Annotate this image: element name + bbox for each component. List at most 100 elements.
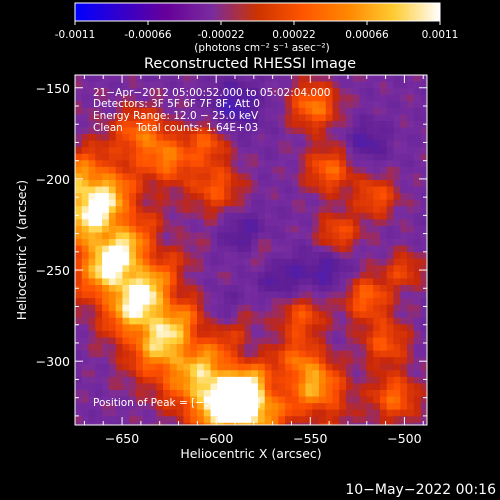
heatmap-cell <box>285 120 293 129</box>
heatmap-cell <box>237 232 246 240</box>
heatmap-cell <box>332 271 340 279</box>
heatmap-cell <box>264 271 273 279</box>
heatmap-cell <box>264 81 273 89</box>
heatmap-cell <box>305 363 313 371</box>
heatmap-cell <box>156 114 164 122</box>
heatmap-cell <box>149 271 157 279</box>
heatmap-cell <box>237 350 246 358</box>
heatmap-cell <box>278 278 286 286</box>
heatmap-cell <box>379 258 388 266</box>
heatmap-cell <box>88 245 96 253</box>
heatmap-cell <box>163 416 171 424</box>
heatmap-cell <box>176 311 185 319</box>
heatmap-cell <box>190 173 198 181</box>
heatmap-cell <box>251 370 259 378</box>
heatmap-cell <box>183 140 191 148</box>
heatmap-cell <box>400 311 408 319</box>
heatmap-cell <box>75 219 83 227</box>
heatmap-cell <box>393 81 401 89</box>
heatmap-cell <box>352 396 361 404</box>
heatmap-cell <box>285 160 293 168</box>
heatmap-cell <box>108 258 117 266</box>
heatmap-cell <box>183 330 191 339</box>
heatmap-cell <box>190 127 198 135</box>
heatmap-cell <box>210 330 218 339</box>
heatmap-cell <box>183 245 191 253</box>
heatmap-cell <box>298 390 306 398</box>
heatmap-cell <box>373 304 381 312</box>
heatmap-cell <box>413 140 422 148</box>
heatmap-cell <box>325 94 334 102</box>
heatmap-cell <box>88 219 96 227</box>
colorbar-strip <box>74 2 441 22</box>
heatmap-cell <box>224 75 232 83</box>
heatmap-cell <box>217 304 225 312</box>
heatmap-cell <box>244 291 252 299</box>
heatmap-cell <box>163 383 171 391</box>
heatmap-cell <box>75 298 83 306</box>
heatmap-cell <box>393 239 401 247</box>
heatmap-cell <box>339 396 347 404</box>
heatmap-cell <box>407 324 415 332</box>
heatmap-cell <box>379 298 388 306</box>
heatmap-cell <box>142 363 151 371</box>
heatmap-cell <box>244 324 252 332</box>
heatmap-cell <box>298 88 306 96</box>
heatmap-cell <box>359 390 367 398</box>
heatmap-cell <box>135 193 144 201</box>
heatmap-cell <box>230 390 239 398</box>
heatmap-cell <box>251 239 259 247</box>
heatmap-cell <box>346 265 354 273</box>
heatmap-cell <box>203 403 212 411</box>
heatmap-cell <box>142 232 151 240</box>
heatmap-cell <box>156 271 164 279</box>
heatmap-cell <box>224 245 232 253</box>
heatmap-cell <box>183 127 191 135</box>
heatmap-cell <box>359 212 367 220</box>
heatmap-cell <box>217 239 225 247</box>
heatmap-cell <box>156 239 164 247</box>
heatmap-cell <box>420 350 427 358</box>
heatmap-cell <box>339 363 347 371</box>
heatmap-cell <box>393 422 401 425</box>
heatmap-cell <box>95 344 103 352</box>
heatmap-cell <box>244 232 252 240</box>
heatmap-cell <box>420 271 427 279</box>
heatmap-cell <box>183 101 191 109</box>
heatmap-cell <box>305 180 313 188</box>
heatmap-cell <box>318 173 327 181</box>
heatmap-cell <box>122 390 130 398</box>
heatmap-cell <box>325 337 334 345</box>
heatmap-cell <box>142 120 151 129</box>
heatmap-cell <box>393 390 401 398</box>
heatmap-cell <box>149 94 157 102</box>
heatmap-cell <box>257 199 266 207</box>
heatmap-cell <box>359 337 367 345</box>
heatmap-cell <box>400 160 408 168</box>
heatmap-cell <box>244 101 252 109</box>
heatmap-cell <box>346 193 354 201</box>
heatmap-cell <box>379 252 388 260</box>
heatmap-cell <box>129 180 137 188</box>
heatmap-cell <box>163 107 171 115</box>
heatmap-cell <box>81 114 90 122</box>
heatmap-cell <box>379 304 388 312</box>
heatmap-cell <box>400 114 408 122</box>
heatmap-cell <box>81 383 90 391</box>
heatmap-cell <box>346 285 354 293</box>
heatmap-cell <box>257 212 266 220</box>
heatmap-cell <box>332 219 340 227</box>
heatmap-cell <box>264 160 273 168</box>
heatmap-cell <box>257 88 266 96</box>
heatmap-cell <box>407 160 415 168</box>
heatmap-cell <box>264 350 273 358</box>
heatmap-cell <box>359 225 367 234</box>
heatmap-cell <box>359 219 367 227</box>
heatmap-cell <box>352 101 361 109</box>
heatmap-cell <box>285 114 293 122</box>
heatmap-cell <box>420 134 427 142</box>
heatmap-cell <box>129 212 137 220</box>
heatmap-cell <box>224 390 232 398</box>
heatmap-cell <box>156 193 164 201</box>
heatmap-cell <box>108 304 117 312</box>
